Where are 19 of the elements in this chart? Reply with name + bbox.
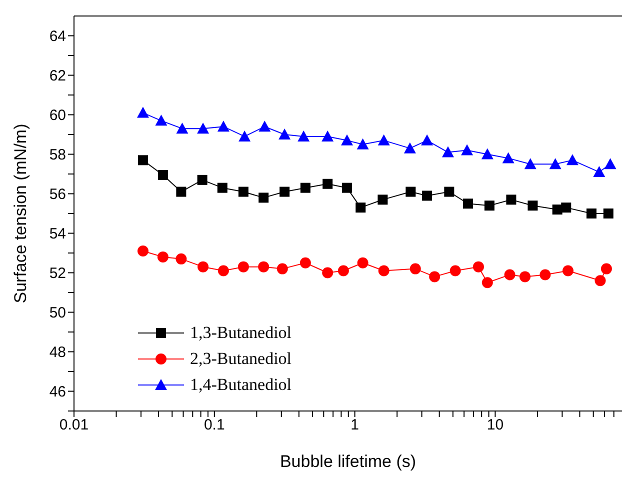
y-tick-label: 58 xyxy=(49,146,66,164)
y-axis-title: Surface tension (mN/m) xyxy=(11,124,30,304)
y-tick-label: 50 xyxy=(49,304,66,322)
legend-label: 1,4-Butanediol xyxy=(190,375,292,395)
y-tick-label: 52 xyxy=(49,265,66,282)
y-tick-label: 56 xyxy=(49,186,66,204)
y-tick-label: 48 xyxy=(49,344,66,362)
legend-label: 1,3-Butanediol xyxy=(190,323,292,343)
x-tick-label: 0.01 xyxy=(59,416,89,434)
y-tick-label: 54 xyxy=(49,226,66,243)
y-tick-label: 46 xyxy=(49,384,66,401)
y-tick-label: 64 xyxy=(49,28,66,46)
x-axis-title: Bubble lifetime (s) xyxy=(280,452,416,471)
y-tick-label: 62 xyxy=(49,68,66,85)
legend-label: 2,3-Butanediol xyxy=(190,349,292,369)
y-tick-label: 60 xyxy=(49,107,66,124)
x-tick-label: 10 xyxy=(486,416,504,434)
x-tick-label: 0.1 xyxy=(204,416,225,434)
x-tick-label: 1 xyxy=(350,416,359,434)
